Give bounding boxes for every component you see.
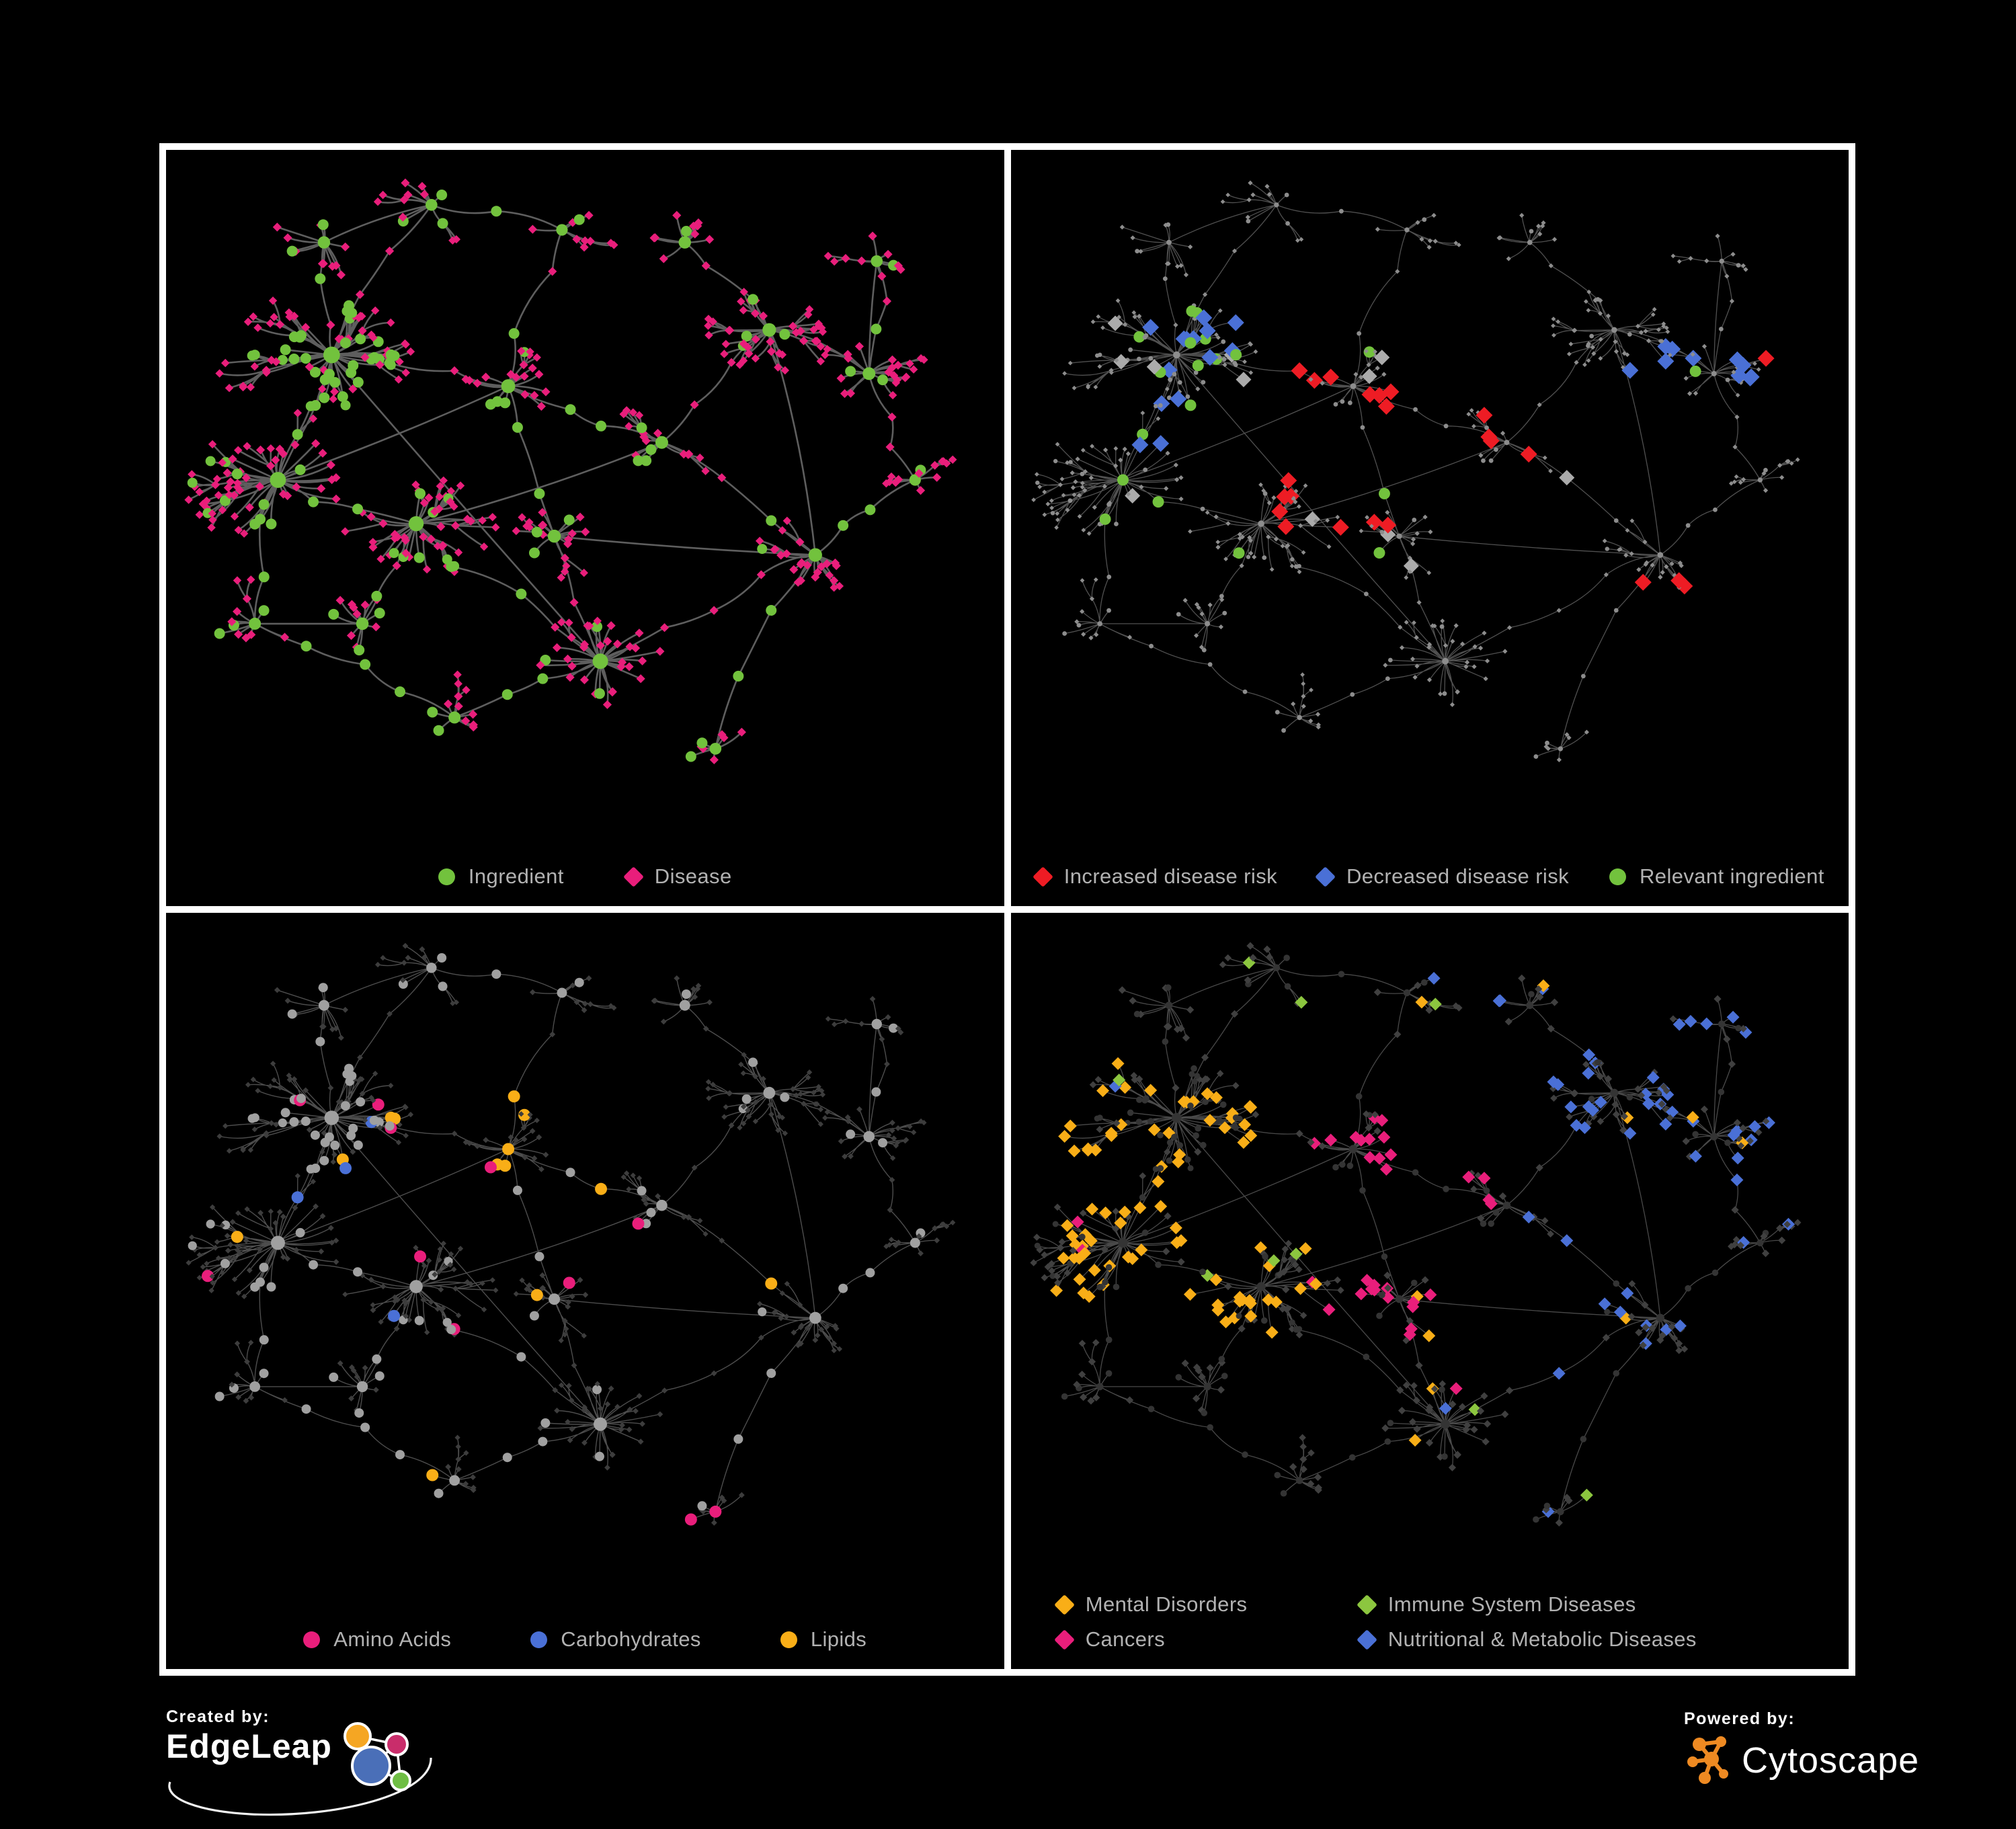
legend-label: Immune System Diseases xyxy=(1387,1592,1636,1616)
circle-swatch-icon xyxy=(438,868,455,885)
edgeleap-logo: EdgeLeap xyxy=(166,1722,432,1816)
created-by-label: Created by: xyxy=(166,1707,270,1726)
legend-item-lipids: Lipids xyxy=(780,1627,866,1652)
panel-macronutrients: Amino Acids Carbohydrates Lipids xyxy=(166,913,1004,1669)
legend-label: Carbohydrates xyxy=(561,1627,701,1651)
legend-label: Decreased disease risk xyxy=(1346,864,1570,888)
diamond-swatch-icon xyxy=(1053,1629,1075,1650)
legend-disease-risk: Increased disease risk Decreased disease … xyxy=(1011,864,1849,889)
diamond-swatch-icon xyxy=(1053,1594,1075,1615)
cytoscape-credit: Powered by: xyxy=(1684,1709,1919,1788)
legend-label: Disease xyxy=(654,864,732,888)
diamond-swatch-icon xyxy=(1356,1629,1377,1650)
legend-item-relevant-ingredient: Relevant ingredient xyxy=(1609,864,1824,889)
legend-label: Mental Disorders xyxy=(1085,1592,1248,1616)
cytoscape-logo-text: Cytoscape xyxy=(1742,1740,1920,1781)
legend-label: Lipids xyxy=(810,1627,867,1651)
circle-swatch-icon xyxy=(780,1631,797,1648)
network-disease-risk[interactable] xyxy=(1011,150,1849,827)
cytoscape-logo: Cytoscape xyxy=(1684,1733,1919,1788)
legend-label: Relevant ingredient xyxy=(1640,864,1824,888)
legend-label: Amino Acids xyxy=(333,1627,452,1651)
diamond-swatch-icon xyxy=(1032,866,1053,887)
legend-label: Cancers xyxy=(1085,1627,1165,1651)
legend-disease-categories: Mental Disorders Immune System Diseases Ca… xyxy=(1011,1592,1849,1652)
edgeleap-node-green xyxy=(389,1770,411,1791)
edgeleap-logo-text: EdgeLeap xyxy=(166,1728,332,1765)
diamond-swatch-icon xyxy=(622,866,644,887)
legend-label: Ingredient xyxy=(468,864,564,888)
legend-label: Increased disease risk xyxy=(1063,864,1277,888)
panel-grid: Ingredient Disease Increased disease risk… xyxy=(159,143,1855,1676)
legend-item-cancers: Cancers xyxy=(1053,1627,1359,1652)
legend-item-increased-disease-risk: Increased disease risk xyxy=(1032,864,1277,889)
panel-disease-risk: Increased disease risk Decreased disease … xyxy=(1010,150,1849,906)
edgeleap-credit: Created by: EdgeLeap xyxy=(166,1707,432,1816)
powered-by-label: Powered by: xyxy=(1684,1709,1796,1728)
legend-item-decreased-disease-risk: Decreased disease risk xyxy=(1315,864,1570,889)
circle-swatch-icon xyxy=(530,1631,548,1648)
panel-disease-categories: Mental Disorders Immune System Diseases Ca… xyxy=(1010,913,1849,1669)
legend-item-immune-system-diseases: Immune System Diseases xyxy=(1356,1592,1803,1617)
legend-ingredient-disease: Ingredient Disease xyxy=(166,864,1004,889)
legend-label: Nutritional & Metabolic Diseases xyxy=(1387,1627,1697,1651)
legend-item-nutritional-metabolic-diseases: Nutritional & Metabolic Diseases xyxy=(1356,1627,1803,1652)
circle-swatch-icon xyxy=(303,1631,321,1648)
legend-item-mental-disorders: Mental Disorders xyxy=(1053,1592,1359,1617)
circle-swatch-icon xyxy=(1609,868,1627,885)
network-macronutrients[interactable] xyxy=(166,913,1004,1590)
legend-item-amino-acids: Amino Acids xyxy=(303,1627,451,1652)
legend-item-disease: Disease xyxy=(622,864,732,889)
diamond-swatch-icon xyxy=(1315,866,1336,887)
edgeleap-node-blue xyxy=(350,1746,391,1786)
network-disease-categories[interactable] xyxy=(1011,913,1849,1590)
legend-item-ingredient: Ingredient xyxy=(438,864,564,889)
edgeleap-logo-icon xyxy=(343,1722,411,1791)
legend-item-carbohydrates: Carbohydrates xyxy=(530,1627,701,1652)
panel-ingredient-disease: Ingredient Disease xyxy=(166,150,1004,906)
edgeleap-node-magenta xyxy=(384,1732,409,1756)
cytoscape-logo-icon xyxy=(1687,1736,1728,1784)
edgeleap-node-orange xyxy=(343,1722,372,1750)
legend-macronutrients: Amino Acids Carbohydrates Lipids xyxy=(166,1627,1004,1652)
network-ingredient-disease[interactable] xyxy=(166,150,1004,827)
diamond-swatch-icon xyxy=(1356,1594,1377,1615)
